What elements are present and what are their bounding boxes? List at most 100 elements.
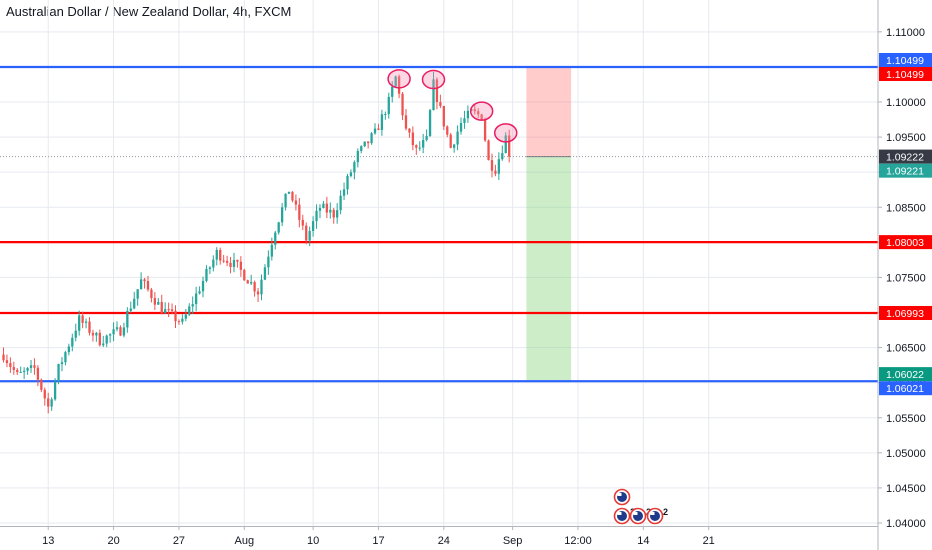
candle-body [442, 106, 445, 127]
candle-body [432, 79, 435, 111]
highlight-ellipse[interactable] [469, 101, 494, 121]
time-tick-label: 27 [173, 535, 185, 547]
candle-body [205, 268, 208, 281]
candle-body [411, 132, 415, 146]
price-axis-bg[interactable] [878, 0, 932, 550]
position-zones[interactable] [526, 66, 572, 382]
candle-body [225, 260, 229, 263]
candle-body [325, 203, 329, 213]
candle-body [466, 110, 470, 119]
candle-body [336, 210, 339, 218]
chart-title: Australian Dollar / New Zealand Dollar, … [6, 4, 292, 19]
candle-body [494, 170, 497, 174]
candle-body [346, 175, 349, 190]
take-profit-zone[interactable] [526, 156, 572, 382]
candle-body [160, 301, 163, 314]
price-tag [879, 52, 932, 67]
candle-body [91, 332, 95, 336]
candle-body [194, 293, 198, 305]
candle-body [497, 159, 501, 174]
price-tag [879, 66, 932, 81]
price-tag [879, 149, 932, 164]
event-markers[interactable]: 222 [613, 488, 669, 525]
candle-body [164, 309, 167, 314]
candle-body [501, 153, 504, 160]
candle-body [263, 267, 267, 280]
time-tick-label: Sep [503, 535, 523, 547]
time-axis: 13 20 27 Aug 10 17 24 Sep 12:00 14 21 [42, 526, 715, 547]
candle-body [157, 301, 160, 305]
candle-body [136, 289, 139, 299]
candle-body [201, 280, 205, 292]
candle-body [473, 109, 476, 112]
candle-body [428, 110, 432, 137]
price-tick-label: 1.06500 [886, 343, 926, 355]
candle-body [422, 139, 425, 148]
price-tag-label: 1.09221 [886, 166, 924, 178]
horizontal-levels[interactable] [0, 65, 878, 383]
candle-body [339, 195, 342, 211]
highlight-ellipse[interactable] [387, 69, 411, 89]
candle-body [322, 203, 325, 208]
price-tag [879, 367, 932, 382]
candle-body [50, 399, 53, 407]
price-tag [879, 381, 932, 396]
candle-body [33, 365, 36, 368]
candle-body [29, 365, 33, 368]
price-tag-label: 1.06993 [886, 308, 924, 320]
candle-body [74, 330, 77, 338]
candle-body [188, 306, 191, 315]
candle-body [380, 114, 384, 130]
time-tick-label: 20 [107, 535, 119, 547]
price-tag-label: 1.09222 [886, 152, 924, 164]
candle-body [250, 282, 253, 284]
candle-body [315, 210, 318, 222]
time-tick-label: 12:00 [564, 535, 592, 547]
candle-body [36, 367, 40, 380]
candle-body [308, 230, 311, 241]
candle-body [115, 327, 119, 330]
candle-body [425, 136, 428, 140]
candle-body [277, 222, 280, 233]
event-flag-marker[interactable]: 2 [646, 507, 669, 525]
candle-body [391, 86, 394, 97]
time-tick-label: 24 [438, 535, 450, 547]
candle-body [401, 93, 404, 116]
highlight-ellipse[interactable] [421, 69, 446, 90]
time-tick-label: Aug [235, 535, 255, 547]
candle-body [5, 360, 9, 364]
candle-body [274, 232, 277, 245]
candle-body [236, 259, 239, 262]
candle-body [177, 321, 181, 323]
candle-body [329, 209, 332, 213]
candle-body [153, 298, 157, 305]
price-tag [879, 235, 932, 250]
price-tick-label: 1.10000 [886, 97, 926, 109]
candle-body [108, 334, 112, 336]
candle-body [253, 282, 256, 292]
candle-body [287, 191, 291, 194]
time-tick-label: 13 [42, 535, 54, 547]
candle-body [43, 389, 46, 399]
event-flag-marker[interactable] [613, 488, 631, 506]
candle-body [415, 145, 418, 148]
candle-body [208, 267, 212, 269]
candle-body [356, 151, 359, 163]
candle-body [463, 118, 466, 123]
highlight-ellipse[interactable] [493, 123, 518, 143]
candle-body [384, 114, 387, 116]
candle-body [239, 261, 243, 270]
candle-body [446, 126, 449, 135]
candle-body [22, 370, 26, 372]
candle-body [12, 367, 15, 370]
price-tag-label: 1.08003 [886, 237, 924, 249]
candle-body [133, 298, 136, 309]
time-tick-label: 14 [637, 535, 649, 547]
highlight-ellipses[interactable] [387, 69, 518, 143]
candle-body [53, 381, 57, 400]
stop-loss-zone[interactable] [526, 66, 572, 157]
candle-body [219, 249, 222, 261]
event-flag-marker[interactable]: 2 [629, 507, 652, 525]
candle-body [487, 140, 490, 161]
